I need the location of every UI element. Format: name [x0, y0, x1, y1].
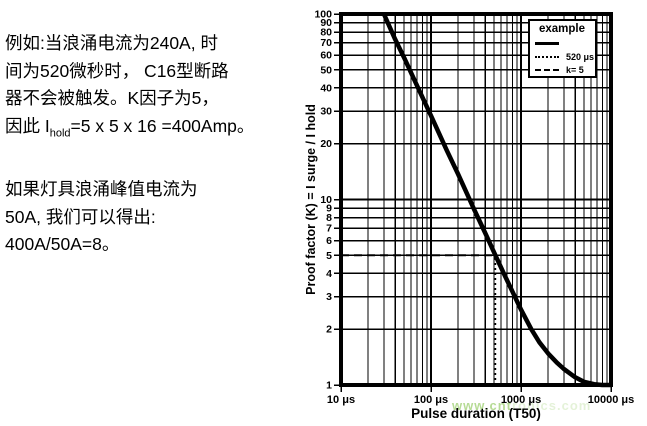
x-tick-label: 10000 μs — [588, 394, 635, 406]
watermark: www.cntronics.com — [452, 398, 591, 413]
y-tick-label: 8 — [326, 212, 332, 224]
y-tick-label: 30 — [320, 106, 332, 118]
y-tick-label: 60 — [320, 50, 332, 62]
dashed-line-icon — [535, 68, 559, 71]
y-tick-label: 1 — [326, 380, 332, 392]
paragraph-example-calculation: 例如:当浪涌电流为240A, 时 间为520微秒时， C16型断路 器不会被触发… — [5, 30, 299, 148]
y-axis-title: Proof factor (K) = I surge / I hold — [304, 104, 318, 295]
y-tick-label: 20 — [320, 138, 332, 150]
text-line: 例如:当浪涌电流为240A, 时 — [5, 33, 218, 53]
legend-title: example — [538, 23, 586, 35]
y-tick-label: 2 — [326, 324, 332, 336]
legend-entry-k5: k= 5 — [535, 63, 595, 76]
y-tick-label: 10 — [320, 194, 332, 206]
y-tick-label: 5 — [326, 250, 332, 262]
y-tick-label: 6 — [326, 235, 332, 247]
series-solid-thick — [381, 13, 611, 388]
watermark-text-visible: www.cnt — [452, 398, 512, 413]
y-tick-label: 4 — [326, 268, 332, 280]
y-tick-label: 9 — [326, 203, 332, 215]
y-tick-label: 70 — [320, 37, 332, 49]
text-line: 间为520微秒时， C16型断路 — [5, 60, 229, 81]
y-tick-label: 100 — [314, 9, 332, 21]
formula-prefix: 因此 I — [5, 115, 50, 136]
legend-entry-example — [535, 37, 595, 50]
legend-label: 520 μs — [566, 51, 595, 62]
y-tick-label: 40 — [320, 82, 332, 94]
chart-panel: www.cntronics.com 1 2 3 4 5 6 7 8 9 10 20 30 40 50 60 7… — [300, 0, 647, 426]
formula-subscript: hold — [49, 127, 71, 139]
text-line: 400A/50A=8。 — [5, 234, 120, 254]
y-tick-label: 50 — [320, 64, 332, 76]
watermark-text-faint: ronics.com — [511, 398, 592, 413]
y-tick-label: 3 — [326, 291, 332, 303]
y-tick-label: 90 — [320, 17, 332, 29]
text-line: 50A, 我们可以得出: — [5, 206, 156, 227]
text-line: 器不会被触发。K因子为5， — [5, 88, 219, 108]
dotted-line-icon — [535, 55, 559, 58]
y-tick-label: 80 — [320, 27, 332, 39]
x-tick-label: 1000 μs — [501, 394, 541, 406]
formula-suffix: =5 x 5 x 16 =400Amp。 — [70, 115, 255, 136]
paragraph-result: 如果灯具浪涌峰值电流为 50A, 我们可以得出: 400A/50A=8。 — [5, 176, 299, 259]
chart-legend: example 520 μs k= 5 — [528, 19, 597, 78]
x-axis-title: Pulse duration (T50) — [411, 406, 541, 421]
y-tick-label: 7 — [326, 223, 332, 235]
solid-line-icon — [535, 42, 559, 45]
x-tick-label: 10 μs — [327, 394, 355, 406]
legend-label: k= 5 — [566, 64, 584, 75]
text-line: 如果灯具浪涌峰值电流为 — [5, 179, 198, 199]
legend-entry-520us: 520 μs — [535, 50, 595, 63]
x-tick-label: 100 μs — [414, 394, 448, 406]
text-line-formula: 因此 Ihold=5 x 5 x 16 =400Amp。 — [5, 113, 299, 148]
